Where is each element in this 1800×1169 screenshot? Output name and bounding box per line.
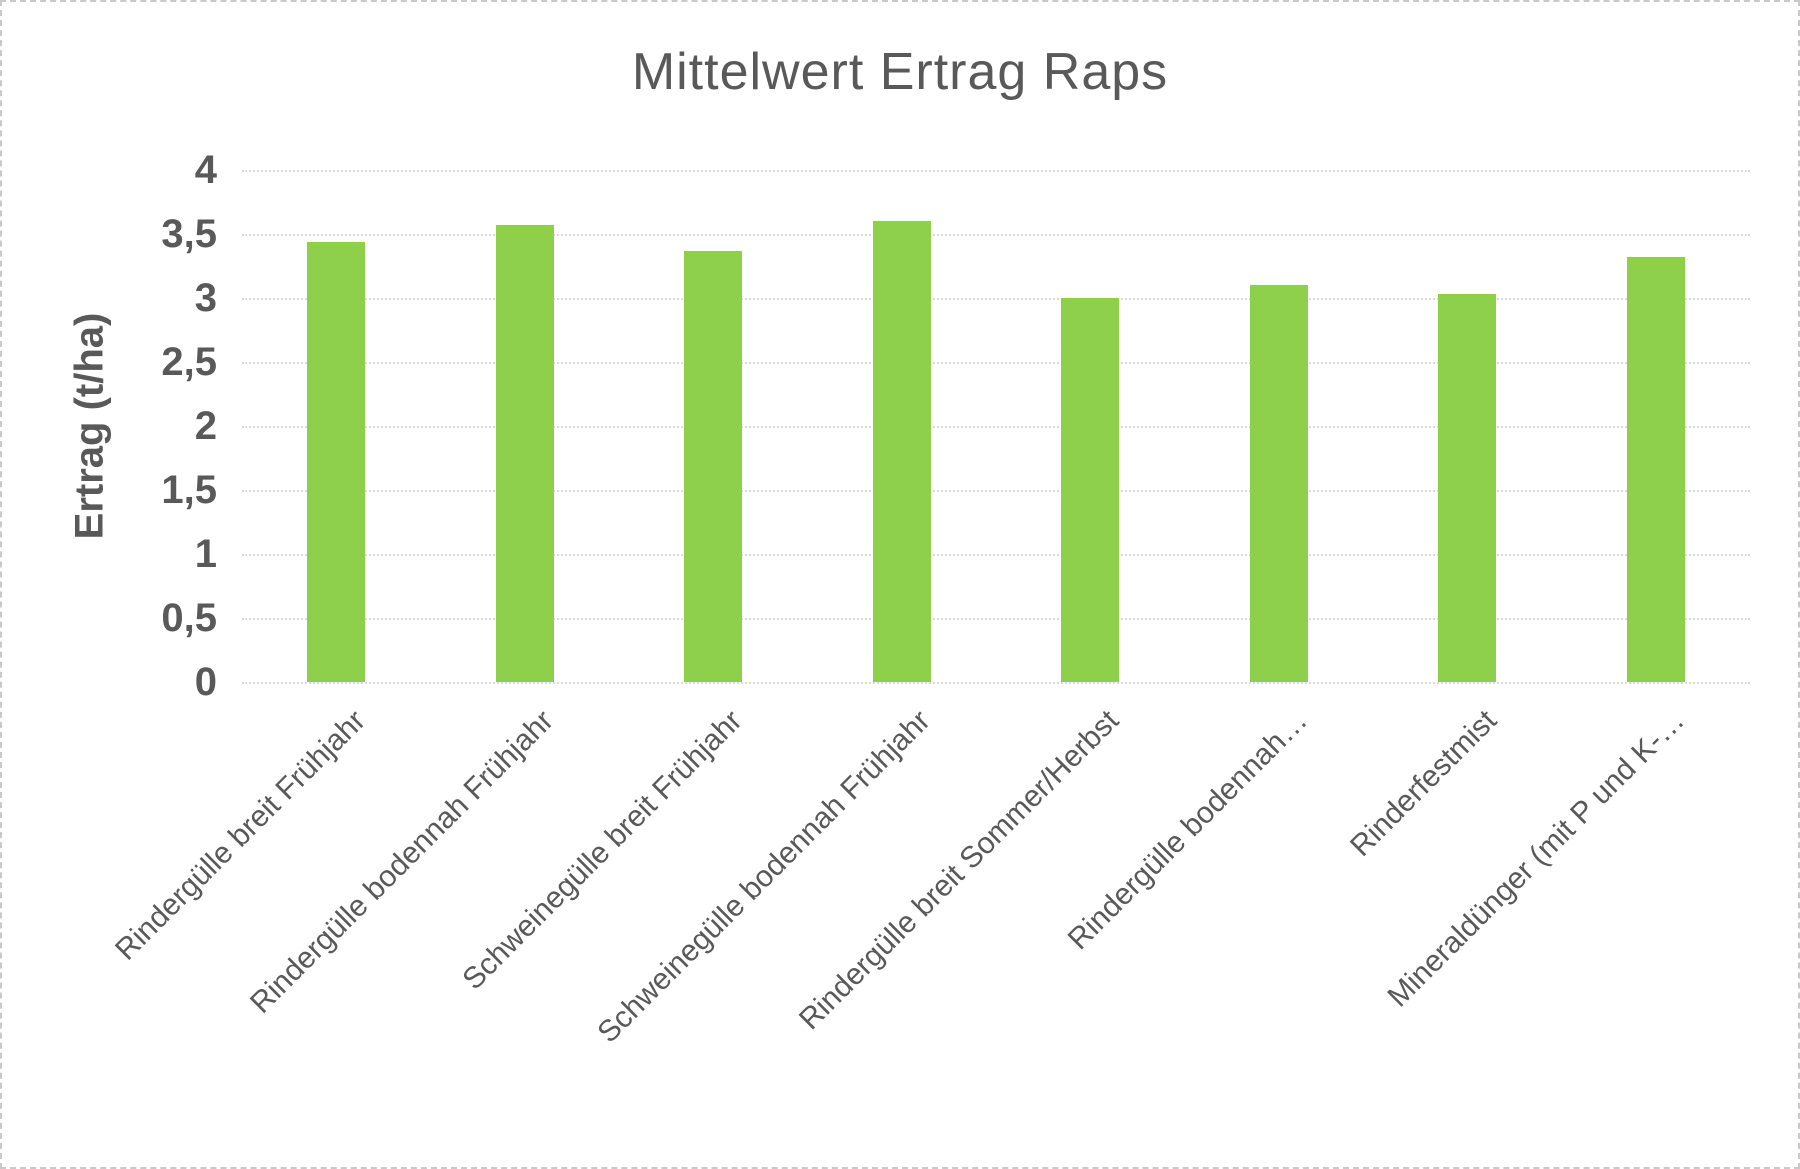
gridline xyxy=(242,554,1750,556)
y-tick-label: 3,5 xyxy=(161,212,217,256)
gridline xyxy=(242,426,1750,428)
gridline xyxy=(242,618,1750,620)
y-tick-label: 2,5 xyxy=(161,340,217,384)
bar xyxy=(684,250,743,682)
plot-area xyxy=(242,170,1750,684)
bar xyxy=(1438,294,1497,682)
y-tick-label: 4 xyxy=(194,148,217,192)
y-tick-label: 1 xyxy=(194,532,217,576)
y-tick-label: 3 xyxy=(194,276,217,320)
bar xyxy=(872,221,931,682)
bar xyxy=(307,241,366,682)
bar xyxy=(1626,257,1685,682)
gridline xyxy=(242,234,1750,236)
x-category-label-text: Rindergülle breit Sommer/Herbst xyxy=(793,704,1126,1037)
gridline xyxy=(242,170,1750,172)
gridline xyxy=(242,490,1750,492)
x-category-label-text: Rinderfestmist xyxy=(1343,704,1503,863)
gridline xyxy=(242,682,1750,684)
gridline xyxy=(242,298,1750,300)
bar xyxy=(1249,285,1308,682)
bar xyxy=(495,225,554,682)
y-tick-label: 2 xyxy=(194,404,217,448)
x-category-label-text: Mineraldünger (mit P und K-… xyxy=(1381,704,1692,1014)
y-tick-label: 1,5 xyxy=(161,468,217,512)
y-tick-label: 0,5 xyxy=(161,596,217,640)
x-category-label-text: Schweinegülle bodennah Frühjahr xyxy=(591,704,938,1050)
x-category-label-text: Rindergülle bodennah Frühjahr xyxy=(244,704,561,1020)
gridline xyxy=(242,362,1750,364)
y-tick-label: 0 xyxy=(194,660,217,704)
bar xyxy=(1061,298,1120,682)
chart-title: Mittelwert Ertrag Raps xyxy=(631,43,1169,101)
